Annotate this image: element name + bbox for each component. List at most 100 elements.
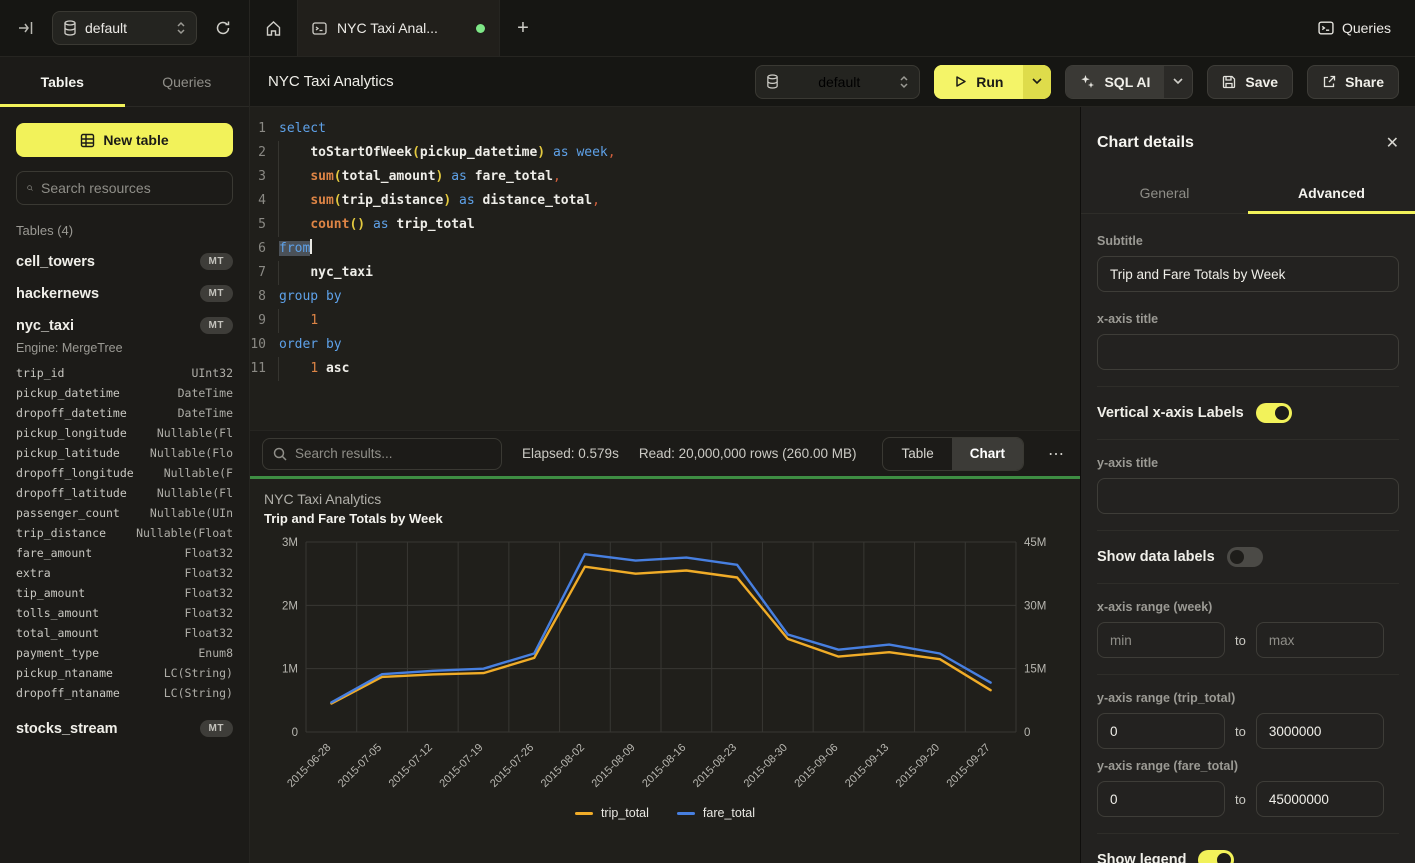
show-legend-toggle[interactable] [1198,850,1234,863]
view-toggle: Table Chart [882,437,1024,471]
subtitle-input[interactable] [1097,256,1399,292]
run-options-caret[interactable] [1023,65,1051,99]
topbar-left: default [0,0,250,56]
view-toggle-chart[interactable]: Chart [952,438,1023,470]
table-item-cell_towers[interactable]: cell_towersMT [16,253,233,270]
y-axis-title-input[interactable] [1097,478,1399,514]
svg-text:2015-08-02: 2015-08-02 [539,742,587,790]
legend-item-trip_total[interactable]: trip_total [575,806,649,820]
database-selector-value: default [85,20,168,36]
share-icon [1322,75,1336,89]
chart-title: NYC Taxi Analytics [264,491,1066,507]
table-item-nyc_taxi[interactable]: nyc_taxiMT [16,317,233,334]
share-button[interactable]: Share [1307,65,1399,99]
page-title: NYC Taxi Analytics [268,73,394,90]
resource-search-input[interactable] [41,180,222,196]
chevron-down-icon [1173,78,1183,85]
sql-editor[interactable]: 1select2 toStartOfWeek(pickup_datetime) … [250,107,1080,430]
legend-item-fare_total[interactable]: fare_total [677,806,755,820]
code-line: 7 nyc_taxi [250,261,1080,285]
svg-text:2015-07-05: 2015-07-05 [336,742,384,790]
line-number: 5 [250,213,278,237]
x-axis-range-max-input[interactable] [1256,622,1384,658]
column-row: trip_idUInt32 [16,363,233,383]
save-label: Save [1245,74,1278,90]
x-axis-range-min-input[interactable] [1097,622,1225,658]
svg-text:2015-09-27: 2015-09-27 [944,742,992,790]
y-axis-range-fare-max-input[interactable] [1256,781,1384,817]
divider [1097,530,1399,531]
y-axis-range-trip-min-input[interactable] [1097,713,1225,749]
new-tab-button[interactable]: + [500,0,546,56]
home-icon [265,20,282,37]
run-button[interactable]: Run [934,65,1051,99]
tab-strip: NYC Taxi Anal... + [250,0,1294,56]
query-database-selector[interactable]: default [755,65,920,99]
vertical-x-labels-label: Vertical x-axis Labels [1097,405,1244,421]
view-toggle-table[interactable]: Table [883,438,951,470]
table-name: cell_towers [16,254,95,270]
panel-tab-general[interactable]: General [1081,173,1248,213]
search-icon [27,181,33,195]
close-icon[interactable]: ✕ [1386,133,1399,153]
results-toolbar: Elapsed: 0.579s Read: 20,000,000 rows (2… [250,430,1080,476]
column-row: total_amountFloat32 [16,623,233,643]
top-bar: default NYC Taxi Anal... + Queries [0,0,1415,57]
column-row: trip_distanceNullable(Float [16,523,233,543]
sidebar-tab-queries[interactable]: Queries [125,57,250,106]
table-item-hackernews[interactable]: hackernews MT [16,285,233,302]
sql-ai-caret[interactable] [1164,66,1192,98]
line-number: 9 [250,309,278,333]
svg-text:2015-09-13: 2015-09-13 [843,742,891,790]
divider [1097,583,1399,584]
y-axis-range-fare-min-input[interactable] [1097,781,1225,817]
save-button[interactable]: Save [1207,65,1293,99]
chart-details-panel: Chart details ✕ General Advanced Subtitl… [1080,107,1415,863]
x-axis-title-input[interactable] [1097,334,1399,370]
home-tab[interactable] [250,0,298,56]
chart-legend: trip_total fare_total [264,806,1066,820]
database-icon [766,74,779,89]
text-cursor [310,239,312,254]
panel-tab-advanced[interactable]: Advanced [1248,173,1415,213]
code-line: 1select [250,117,1080,141]
code-line: 6from [250,237,1080,261]
svg-text:0: 0 [292,727,298,739]
y-axis-range-trip-max-input[interactable] [1256,713,1384,749]
more-options-icon[interactable]: ⋯ [1044,444,1068,464]
sidebar-tabs: Tables Queries [0,57,249,107]
engine-badge: MT [200,285,233,302]
queries-menu[interactable]: Queries [1294,0,1415,56]
refresh-icon[interactable] [211,16,235,40]
panel-tabs: General Advanced [1081,173,1415,214]
results-search-input[interactable] [295,446,491,461]
code-line: 9 1 [250,309,1080,333]
column-row: tip_amountFloat32 [16,583,233,603]
vertical-x-labels-toggle[interactable] [1256,403,1292,423]
sql-ai-button[interactable]: SQL AI [1065,65,1193,99]
results-search[interactable] [262,438,502,470]
panel-title: Chart details [1097,134,1194,152]
show-data-labels-toggle[interactable] [1227,547,1263,567]
column-row: dropoff_longitudeNullable(F [16,463,233,483]
table-item-stocks_stream[interactable]: stocks_streamMT [16,720,233,737]
to-label: to [1235,792,1246,807]
svg-text:2015-07-12: 2015-07-12 [387,742,435,790]
elapsed-stat: Elapsed: 0.579s [522,446,619,461]
tab-nyc-taxi-analytics[interactable]: NYC Taxi Anal... [298,0,500,56]
query-database-value: default [787,74,891,90]
svg-text:2015-06-28: 2015-06-28 [285,742,333,790]
show-data-labels-label: Show data labels [1097,549,1215,565]
sidebar-tab-tables[interactable]: Tables [0,57,125,106]
database-selector[interactable]: default [52,11,197,45]
column-row: pickup_ntanameLC(String) [16,663,233,683]
svg-text:45M: 45M [1024,537,1046,549]
line-chart[interactable]: 001M15M2M30M3M45M2015-06-282015-07-05201… [264,532,1064,820]
line-number: 4 [250,189,278,213]
collapse-sidebar-icon[interactable] [14,16,38,40]
console-icon [312,22,327,35]
table-name: hackernews [16,286,99,302]
new-table-button[interactable]: New table [16,123,233,157]
sparkles-icon [1080,74,1095,89]
resource-search[interactable] [16,171,233,205]
